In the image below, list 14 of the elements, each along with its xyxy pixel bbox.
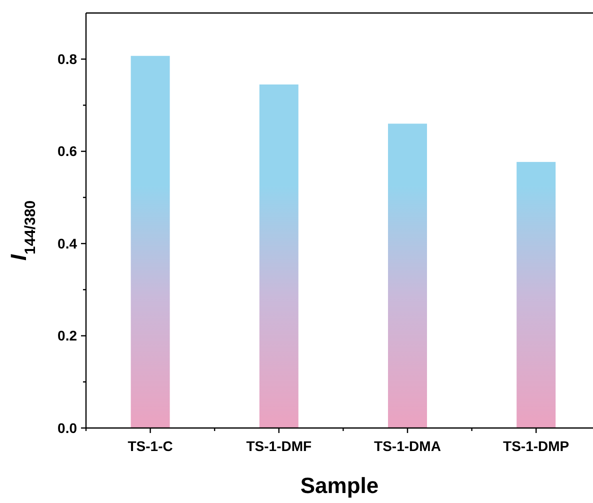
bar — [259, 84, 298, 428]
x-tick-label: TS-1-DMF — [246, 438, 312, 454]
y-tick-label: 0.0 — [58, 420, 78, 436]
y-tick-label: 0.4 — [58, 235, 78, 252]
bar — [388, 124, 427, 428]
y-tick-label: 0.2 — [58, 328, 78, 344]
bar — [516, 162, 556, 428]
x-axis-title: Sample — [300, 473, 379, 498]
x-tick-label: TS-1-DMA — [374, 438, 441, 454]
y-tick-label: 0.8 — [58, 51, 78, 68]
x-tick-label: TS-1-DMP — [503, 438, 570, 454]
y-tick-label: 0.6 — [58, 143, 78, 160]
x-tick-label: TS-1-C — [128, 438, 173, 454]
bar — [130, 56, 170, 428]
